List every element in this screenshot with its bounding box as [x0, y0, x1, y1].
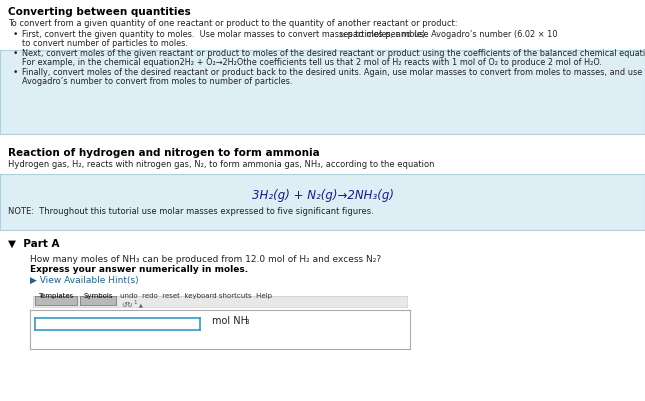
Text: ↺↻: ↺↻: [121, 301, 133, 307]
Text: to convert number of particles to moles.: to convert number of particles to moles.: [22, 39, 188, 48]
Text: ▶ View Available Hint(s): ▶ View Available Hint(s): [30, 275, 139, 284]
Text: Templates: Templates: [38, 292, 74, 298]
Text: Finally, convert moles of the desired reactant or product back to the desired un: Finally, convert moles of the desired re…: [22, 68, 642, 77]
Text: 23: 23: [339, 33, 346, 38]
Text: For example, in the chemical equation2H₂ + O₂→2H₂Othe coefficients tell us that : For example, in the chemical equation2H₂…: [22, 58, 602, 67]
Text: Converting between quantities: Converting between quantities: [8, 7, 191, 17]
Text: NOTE:  Throughout this tutorial use molar masses expressed to five significant f: NOTE: Throughout this tutorial use molar…: [8, 207, 373, 215]
Text: Express your answer numerically in moles.: Express your answer numerically in moles…: [30, 264, 248, 273]
Text: Symbols: Symbols: [83, 292, 113, 298]
Text: undo  redo  reset  keyboard shortcuts  Help: undo redo reset keyboard shortcuts Help: [120, 292, 272, 298]
Text: 3: 3: [244, 318, 248, 324]
Text: particles per mole): particles per mole): [345, 30, 425, 39]
Text: Reaction of hydrogen and nitrogen to form ammonia: Reaction of hydrogen and nitrogen to for…: [8, 148, 320, 158]
Text: Hydrogen gas, H₂, reacts with nitrogen gas, N₂, to form ammonia gas, NH₃, accord: Hydrogen gas, H₂, reacts with nitrogen g…: [8, 160, 435, 168]
Text: Avogadro’s number to convert from moles to number of particles.: Avogadro’s number to convert from moles …: [22, 77, 292, 86]
Text: 3H₂(g) + N₂(g)→2NH₃(g): 3H₂(g) + N₂(g)→2NH₃(g): [252, 188, 393, 201]
Text: ▲: ▲: [139, 301, 143, 306]
Text: ▼  Part A: ▼ Part A: [8, 239, 59, 248]
Text: How many moles of NH₃ can be produced from 12.0 mol of H₂ and excess N₂?: How many moles of NH₃ can be produced fr…: [30, 254, 381, 263]
Text: •: •: [13, 68, 18, 77]
Text: First, convert the given quantity to moles.  Use molar masses to convert masses : First, convert the given quantity to mol…: [22, 30, 557, 39]
Text: Next, convert moles of the given reactant or product to moles of the desired rea: Next, convert moles of the given reactan…: [22, 49, 645, 58]
Text: To convert from a given quantity of one reactant or product to the quantity of a: To convert from a given quantity of one …: [8, 19, 457, 28]
Text: •: •: [13, 49, 18, 58]
Text: 1: 1: [133, 299, 137, 304]
Text: mol NH: mol NH: [212, 315, 248, 325]
Text: •: •: [13, 30, 18, 39]
